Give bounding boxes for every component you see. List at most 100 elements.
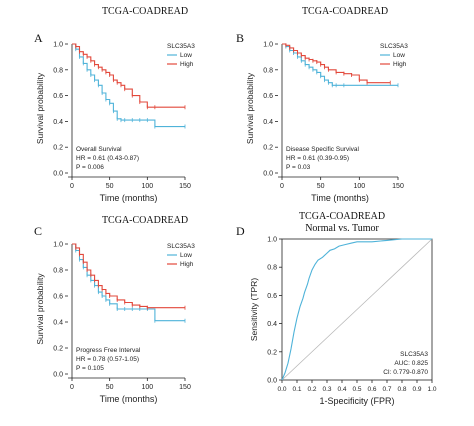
y-axis-title: Survival probability — [245, 72, 255, 144]
y-tick-label: 0.0 — [263, 171, 273, 178]
y-tick-label: 1.0 — [53, 42, 63, 49]
stats-annotation: HR = 0.78 (0.57-1.05) — [76, 356, 139, 363]
series-low-group — [72, 243, 186, 323]
x-tick-label: 100 — [141, 183, 153, 190]
x-tick-label: 0.0 — [277, 386, 286, 393]
panel-letter: C — [34, 224, 42, 238]
x-tick-label: 0.8 — [397, 386, 406, 393]
panel-c: C TCGA-COADREAD 0 50 100 150 0.0 0.2 0.4 0.6 0.8 1.… — [34, 215, 195, 404]
x-tick-label: 0.4 — [337, 386, 346, 393]
roc-annotation: CI: 0.779-0.870 — [383, 369, 428, 376]
legend-label: High — [180, 261, 194, 268]
x-tick-label: 0.1 — [292, 386, 301, 393]
x-axis-title: Time (months) — [100, 394, 158, 404]
y-axis-title: Sensitivity (TPR) — [249, 278, 259, 341]
x-tick-label: 100 — [353, 183, 365, 190]
stats-annotation: HR = 0.61 (0.39-0.95) — [286, 155, 349, 162]
y-tick-label: 0.0 — [53, 171, 63, 178]
stats-annotation: Overall Survival — [76, 146, 122, 153]
legend-label: High — [393, 61, 407, 68]
stats-annotation: Progress Free Interval — [76, 347, 141, 354]
x-tick-label: 0.9 — [412, 386, 421, 393]
y-tick-label: 0.6 — [53, 93, 63, 100]
reference-diagonal — [281, 238, 433, 381]
y-tick-label: 0.8 — [263, 67, 273, 74]
stats-annotation: Disease Specific Survival — [286, 146, 360, 153]
roc-annotation: SLC35A3 — [400, 351, 428, 358]
panel-b: B TCGA-COADREAD 0 50 100 150 0.0 0.2 0.4 0.6 0.8 1.… — [236, 6, 408, 203]
chart-title: TCGA-COADREAD — [102, 6, 188, 17]
chart-title: TCGA-COADREAD — [299, 211, 385, 222]
x-axis-title: Time (months) — [311, 193, 369, 203]
x-axis-title: 1-Specificity (FPR) — [319, 396, 394, 406]
series-roc-line — [281, 238, 432, 381]
x-tick-label: 100 — [141, 384, 153, 391]
y-tick-label: 1.0 — [263, 42, 273, 49]
series-low-line — [72, 243, 185, 322]
y-tick-label: 0.8 — [53, 268, 63, 275]
roc-annotation: AUC: 0.825 — [394, 360, 428, 367]
y-tick-label: 0.2 — [263, 145, 273, 152]
stats-annotation: P = 0.105 — [76, 365, 104, 372]
y-tick-label: 0.2 — [53, 145, 63, 152]
x-tick-label: 0 — [70, 183, 74, 190]
series-high-group — [72, 43, 186, 110]
chart-title: TCGA-COADREAD — [102, 215, 188, 226]
legend-label: Low — [180, 252, 192, 259]
y-tick-label: 0.6 — [267, 293, 277, 300]
panel-letter: A — [34, 31, 43, 45]
x-tick-label: 50 — [106, 384, 114, 391]
x-tick-label: 50 — [106, 183, 114, 190]
series-low-line — [282, 43, 398, 86]
panel-letter: B — [236, 31, 244, 45]
stats-annotation: P = 0.006 — [76, 164, 104, 171]
y-axis-title: Survival probability — [35, 72, 45, 144]
y-tick-label: 0.4 — [53, 119, 63, 126]
legend-title: SLC35A3 — [167, 243, 195, 250]
y-tick-label: 0.2 — [267, 349, 277, 356]
x-tick-label: 150 — [392, 183, 404, 190]
legend-title: SLC35A3 — [380, 43, 408, 50]
stats-annotation: HR = 0.61 (0.43-0.87) — [76, 155, 139, 162]
x-tick-label: 0.7 — [382, 386, 391, 393]
y-tick-label: 0.4 — [263, 119, 273, 126]
legend-title: SLC35A3 — [167, 43, 195, 50]
x-tick-label: 0 — [280, 183, 284, 190]
series-low-group — [72, 43, 186, 129]
series-high-line — [72, 43, 185, 108]
series-high-line — [72, 243, 185, 309]
series-roc-group — [281, 238, 432, 381]
y-tick-label: 0.4 — [53, 320, 63, 327]
y-tick-label: 0.0 — [267, 378, 277, 385]
legend-label: Low — [393, 52, 405, 59]
y-tick-label: 0.0 — [53, 372, 63, 379]
y-tick-label: 0.8 — [267, 265, 277, 272]
x-tick-label: 0.5 — [352, 386, 361, 393]
series-high-group — [282, 43, 391, 85]
y-tick-label: 0.2 — [53, 346, 63, 353]
x-tick-label: 0.6 — [367, 386, 376, 393]
y-tick-label: 0.6 — [263, 93, 273, 100]
panel-a: A TCGA-COADREAD 0 50 100 150 0.0 0.2 0.4 0.6 0.8 1.… — [34, 6, 195, 203]
x-tick-label: 0 — [70, 384, 74, 391]
legend-label: High — [180, 61, 194, 68]
x-tick-label: 0.3 — [322, 386, 331, 393]
y-axis-title: Survival probability — [35, 273, 45, 345]
y-tick-label: 1.0 — [267, 237, 277, 244]
y-tick-label: 0.6 — [53, 294, 63, 301]
x-tick-label: 50 — [317, 183, 325, 190]
y-tick-label: 0.4 — [267, 321, 277, 328]
stats-annotation: P = 0.03 — [286, 164, 311, 171]
chart-title: TCGA-COADREAD — [302, 6, 388, 17]
y-tick-label: 0.8 — [53, 67, 63, 74]
x-tick-label: 1.0 — [427, 386, 436, 393]
y-tick-label: 1.0 — [53, 242, 63, 249]
x-axis-title: Time (months) — [100, 193, 158, 203]
series-low-group — [282, 43, 399, 88]
series-high-line — [282, 43, 391, 84]
x-tick-label: 150 — [179, 183, 191, 190]
x-tick-label: 0.2 — [307, 386, 316, 393]
chart-subtitle: Normal vs. Tumor — [305, 223, 379, 234]
